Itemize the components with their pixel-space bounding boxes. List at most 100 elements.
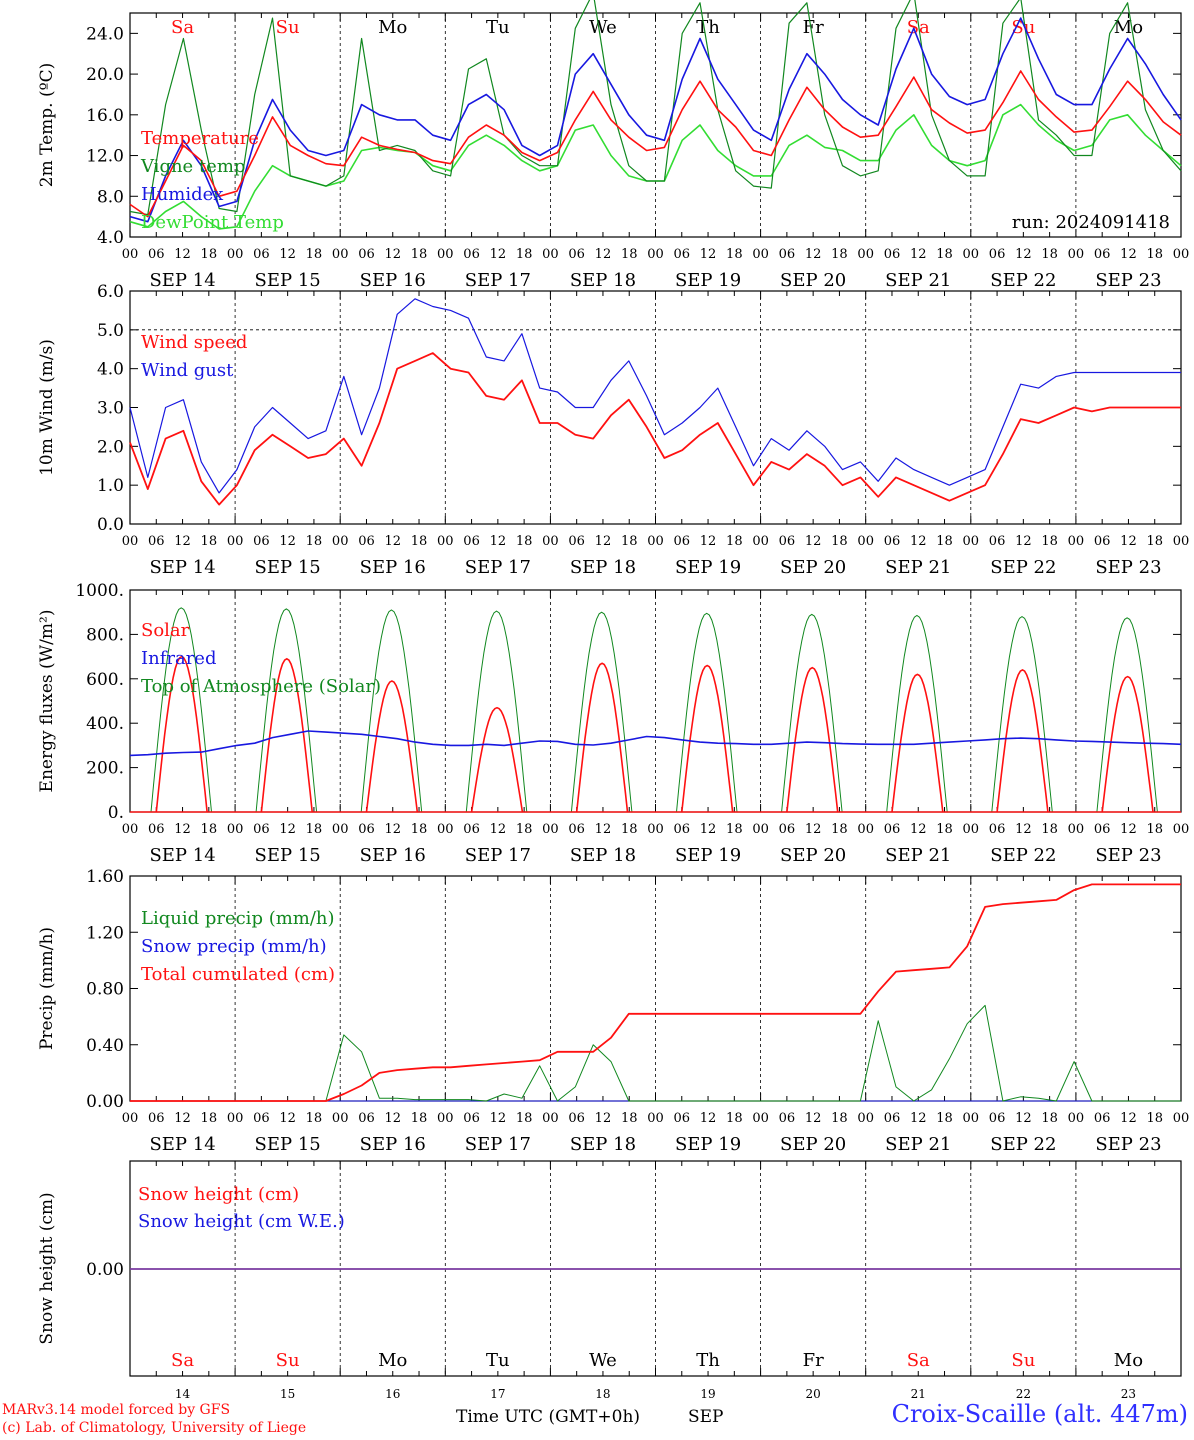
y-tick-label: 2.0 bbox=[97, 437, 124, 457]
hour-tick-label: 00 bbox=[752, 534, 769, 549]
hour-tick-label: 00 bbox=[752, 1111, 769, 1126]
wind-speed-line bbox=[129, 352, 1181, 506]
hour-tick-label: 00 bbox=[332, 247, 349, 262]
legend-entry: Snow precip (mm/h) bbox=[141, 936, 327, 957]
date-label: SEP 23 bbox=[1095, 1134, 1161, 1155]
date-label: SEP 16 bbox=[360, 1134, 426, 1155]
date-label: SEP 15 bbox=[255, 1134, 321, 1155]
hour-tick-label: 06 bbox=[148, 534, 165, 549]
day-number-label: 23 bbox=[1121, 1387, 1136, 1401]
hour-tick-label: 06 bbox=[568, 1111, 585, 1126]
solar-curve bbox=[681, 664, 734, 813]
toa-solar-curve bbox=[676, 612, 738, 813]
solar-curve bbox=[1101, 675, 1154, 813]
legend-entry: Snow height (cm) bbox=[138, 1184, 299, 1205]
hour-tick-label: 06 bbox=[358, 534, 375, 549]
total-cumulated-line bbox=[130, 883, 1181, 1102]
toa-solar-curve bbox=[570, 611, 633, 813]
weekday-label: Su bbox=[1011, 1350, 1035, 1371]
date-label: SEP 17 bbox=[465, 845, 531, 866]
date-label: SEP 16 bbox=[360, 270, 426, 291]
hour-tick-label: 12 bbox=[595, 534, 612, 549]
y-tick-label: 4.0 bbox=[97, 228, 124, 248]
toa-solar-curve bbox=[886, 614, 948, 813]
legend-entry: Liquid precip (mm/h) bbox=[141, 908, 335, 929]
hour-tick-label: 06 bbox=[253, 822, 270, 837]
hour-tick-label: 06 bbox=[568, 247, 585, 262]
hour-tick-label: 12 bbox=[1015, 822, 1032, 837]
hour-tick-label: 18 bbox=[936, 247, 953, 262]
hour-tick-label: 00 bbox=[963, 822, 980, 837]
hour-tick-label: 00 bbox=[963, 247, 980, 262]
y-tick-label: 0. bbox=[108, 803, 124, 823]
hour-tick-label: 06 bbox=[1094, 1111, 1111, 1126]
date-label: SEP 18 bbox=[570, 270, 636, 291]
hour-tick-label: 18 bbox=[621, 534, 638, 549]
date-label: SEP 17 bbox=[465, 270, 531, 291]
hour-tick-label: 12 bbox=[700, 822, 717, 837]
hour-tick-label: 06 bbox=[463, 822, 480, 837]
hour-tick-label: 00 bbox=[963, 534, 980, 549]
hour-tick-label: 06 bbox=[1094, 534, 1111, 549]
date-label: SEP 23 bbox=[1095, 557, 1161, 578]
hour-tick-label: 12 bbox=[805, 1111, 822, 1126]
hour-tick-label: 00 bbox=[857, 534, 874, 549]
hour-tick-label: 12 bbox=[490, 534, 507, 549]
solar-curve bbox=[996, 668, 1049, 813]
hour-tick-label: 00 bbox=[1068, 534, 1085, 549]
y-tick-label: 3.0 bbox=[97, 399, 124, 419]
hour-tick-label: 00 bbox=[1173, 822, 1190, 837]
day-number-label: 15 bbox=[280, 1387, 295, 1401]
hour-tick-label: 00 bbox=[857, 247, 874, 262]
hour-tick-label: 00 bbox=[857, 822, 874, 837]
hour-tick-label: 18 bbox=[936, 534, 953, 549]
hour-tick-label: 18 bbox=[1146, 534, 1163, 549]
hour-tick-label: 12 bbox=[1120, 822, 1137, 837]
hour-tick-label: 18 bbox=[411, 247, 428, 262]
hour-tick-label: 06 bbox=[989, 247, 1006, 262]
date-label: SEP 14 bbox=[149, 1134, 215, 1155]
toa-solar-curve bbox=[781, 613, 843, 813]
hour-tick-label: 12 bbox=[279, 1111, 296, 1126]
panel-3: 0. 200. 400. 600. 800. 1000. Energy fluxes (W/… bbox=[37, 581, 1189, 866]
panel-2: 0.0 1.0 2.0 3.0 4.0 5.0 6.0 10m Wind (m/s) 00 06 1… bbox=[37, 282, 1189, 578]
hour-tick-label: 12 bbox=[1015, 534, 1032, 549]
hour-tick-label: 00 bbox=[542, 1111, 559, 1126]
hour-tick-label: 06 bbox=[989, 1111, 1006, 1126]
hour-tick-label: 12 bbox=[279, 247, 296, 262]
weekday-label: Tu bbox=[486, 17, 510, 38]
hour-tick-label: 18 bbox=[831, 822, 848, 837]
hour-tick-label: 18 bbox=[1041, 534, 1058, 549]
hour-tick-label: 18 bbox=[201, 822, 218, 837]
legend-entry: Solar bbox=[141, 620, 190, 641]
date-label: SEP 19 bbox=[675, 845, 741, 866]
y-tick-label: 800. bbox=[86, 625, 124, 645]
hour-tick-label: 18 bbox=[201, 1111, 218, 1126]
toa-solar-curve bbox=[465, 610, 528, 813]
panel-4: 0.00 0.40 0.80 1.20 1.60 Precip (mm/h) 00 06 12 1… bbox=[37, 867, 1189, 1155]
solar-curve bbox=[786, 666, 839, 813]
hour-tick-label: 06 bbox=[674, 822, 691, 837]
hour-tick-label: 00 bbox=[122, 247, 139, 262]
hour-tick-label: 18 bbox=[411, 822, 428, 837]
hour-tick-label: 12 bbox=[910, 1111, 927, 1126]
weekday-label: Mo bbox=[378, 1350, 407, 1371]
hour-tick-label: 06 bbox=[148, 1111, 165, 1126]
panel-5: 0.00 Snow height (cm) Snow height (cm) Snow… bbox=[37, 1160, 1182, 1401]
legend-entry: Temperature bbox=[141, 128, 259, 149]
y-tick-label: 1000. bbox=[75, 581, 124, 601]
hour-tick-label: 00 bbox=[857, 1111, 874, 1126]
hour-tick-label: 00 bbox=[542, 247, 559, 262]
date-label: SEP 15 bbox=[255, 557, 321, 578]
date-label: SEP 18 bbox=[570, 1134, 636, 1155]
y-tick-label: 8.0 bbox=[97, 187, 124, 207]
hour-tick-label: 12 bbox=[174, 247, 191, 262]
date-label: SEP 22 bbox=[990, 270, 1056, 291]
y-tick-label: 0.0 bbox=[97, 515, 124, 535]
toa-solar-curve bbox=[991, 615, 1053, 813]
legend-entry: DewPoint Temp bbox=[141, 212, 284, 233]
date-label: SEP 21 bbox=[885, 845, 951, 866]
solar-curve bbox=[365, 680, 419, 813]
date-label: SEP 15 bbox=[255, 845, 321, 866]
hour-tick-label: 06 bbox=[148, 822, 165, 837]
